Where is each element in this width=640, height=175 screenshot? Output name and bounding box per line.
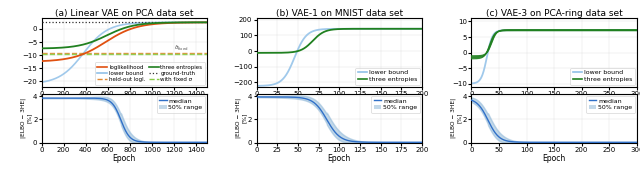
Y-axis label: |ELBO − 3HE|
[%]: |ELBO − 3HE| [%]: [450, 98, 461, 138]
Legend: median, 50% range: median, 50% range: [157, 96, 205, 113]
Legend: lower bound, three entropies: lower bound, three entropies: [570, 68, 635, 85]
Y-axis label: |ELBO − 3HE|
[%]: |ELBO − 3HE| [%]: [235, 98, 246, 138]
Title: (a) Linear VAE on PCA data set: (a) Linear VAE on PCA data set: [55, 9, 193, 18]
Title: (b) VAE-1 on MNIST data set: (b) VAE-1 on MNIST data set: [276, 9, 403, 18]
X-axis label: Epoch: Epoch: [113, 154, 136, 163]
Legend: median, 50% range: median, 50% range: [371, 96, 420, 113]
Y-axis label: |ELBO − 3HE|
[%]: |ELBO − 3HE| [%]: [20, 98, 31, 138]
Legend: loglikelihood, lower bound, held-out logl., three entropies, ground-truth, with : loglikelihood, lower bound, held-out log…: [95, 62, 205, 85]
Text: $\hat{\sigma}_\mathrm{fixed}$: $\hat{\sigma}_\mathrm{fixed}$: [174, 43, 189, 53]
Legend: median, 50% range: median, 50% range: [586, 96, 635, 113]
X-axis label: Epoch: Epoch: [543, 154, 566, 163]
Legend: lower bound, three entropies: lower bound, three entropies: [355, 68, 420, 85]
Title: (c) VAE-3 on PCA-ring data set: (c) VAE-3 on PCA-ring data set: [486, 9, 623, 18]
X-axis label: Epoch: Epoch: [328, 154, 351, 163]
